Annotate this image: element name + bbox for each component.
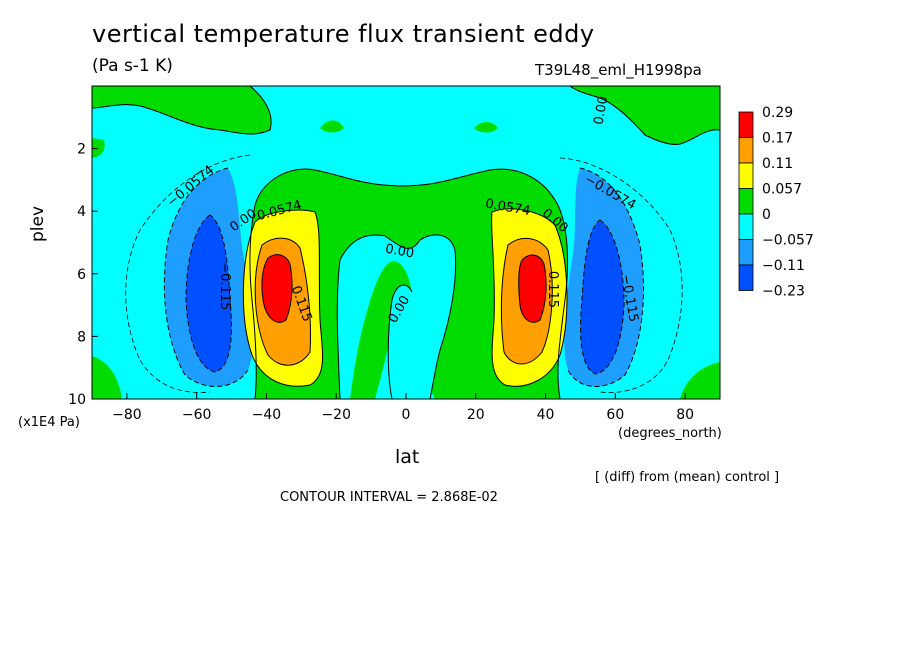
colorbar: 0.29 0.17 0.11 0.057 0 −0.057 −0.11 −0.23 [738, 105, 814, 300]
x-tick-label: 0 [402, 407, 411, 423]
colorbar-swatch [738, 213, 754, 240]
fill-deepblue-lobe-left [186, 215, 232, 372]
colorbar-swatch [738, 188, 754, 215]
colorbar-label: −0.057 [762, 233, 814, 249]
run-label: T39L48_eml_H1998pa [535, 61, 702, 79]
colorbar-swatch [738, 137, 754, 164]
fill-green-bottom-right [680, 362, 720, 399]
contour-right-2 [500, 237, 553, 365]
contour-zero-top-right [569, 86, 720, 145]
colorbar-swatch [738, 111, 754, 138]
y-tick-label: 8 [77, 329, 86, 345]
contour-neg-left-outer [125, 154, 251, 393]
colorbar-label: 0.29 [762, 105, 793, 121]
y-tick-label: 10 [68, 392, 86, 408]
colorbar-label: −0.11 [762, 258, 805, 274]
contour-neg-right-1 [567, 167, 644, 387]
x-tick-label: 20 [467, 407, 485, 423]
contour-fill [92, 86, 720, 399]
contour-label: 0.115 [545, 271, 560, 308]
colorbar-label: 0 [762, 207, 771, 223]
contour-left-1 [242, 209, 324, 387]
fill-green-bottom-left [92, 356, 122, 399]
colorbar-swatch [738, 264, 754, 291]
fill-red-lobe-right [518, 255, 547, 323]
contour-zero-left [249, 204, 257, 399]
x-tick-label: 80 [676, 407, 694, 423]
x-ticks: −80 −60 −40 −20 0 20 40 60 80 [112, 393, 694, 423]
y-tick-label: 2 [77, 142, 86, 158]
contour-neg-right-2 [580, 219, 625, 375]
x-tick-label: −20 [321, 407, 351, 423]
fill-red-lobe-left [261, 254, 293, 323]
x-tick-label: 60 [606, 407, 624, 423]
contour-right-1 [491, 208, 568, 387]
x-axis-label: lat [395, 446, 420, 468]
fill-green-islet-1 [320, 120, 344, 133]
colorbar-label: 0.17 [762, 131, 793, 147]
contour-zero-center-left [336, 259, 341, 399]
contour-zero-outer [254, 168, 568, 399]
contour-zero-center-tongue [387, 284, 413, 399]
units-label: (Pa s-1 K) [92, 56, 173, 76]
contour-left-2 [254, 237, 312, 366]
diff-label: [ (diff) from (mean) control ] [595, 470, 780, 485]
contour-lines-dashed [125, 154, 683, 393]
chart-title: vertical temperature flux transient eddy [92, 20, 595, 48]
contour-neg-left-2 [185, 214, 232, 373]
fill-green-top-right [570, 86, 720, 145]
x-tick-label: −60 [182, 407, 212, 423]
fill-green-left-edge [92, 138, 105, 158]
x-tick-label: −40 [252, 407, 282, 423]
colorbar-swatch [738, 162, 754, 189]
contour-lines-solid [92, 86, 720, 399]
contour-label: −0.115 [217, 262, 232, 310]
contour-neg-left-1 [163, 167, 249, 387]
colorbar-swatch [738, 239, 754, 266]
x-unit-label: (degrees_north) [618, 426, 722, 441]
y-unit-label: (x1E4 Pa) [18, 415, 80, 430]
colorbar-label: 0.11 [762, 156, 793, 172]
x-tick-label: 40 [537, 407, 555, 423]
y-tick-label: 4 [77, 204, 86, 220]
x-tick-label: −80 [112, 407, 142, 423]
colorbar-label: 0.057 [762, 182, 802, 198]
contour-label: 0.00 [592, 95, 612, 126]
contour-left-3 [261, 254, 293, 323]
fill-cyan-center-hole [337, 234, 456, 399]
y-ticks: 2 4 6 8 10 [68, 142, 98, 408]
contour-zero-center [339, 234, 457, 399]
fill-green-top-left [92, 86, 272, 135]
fill-green-islet-2 [474, 122, 498, 133]
contour-right-3 [518, 254, 547, 323]
colorbar-label: −0.23 [762, 284, 805, 300]
contour-label: 0.00 [384, 242, 415, 262]
contour-zero-top-left [92, 86, 272, 135]
contour-interval-label: CONTOUR INTERVAL = 2.868E-02 [280, 490, 498, 505]
y-tick-label: 6 [77, 267, 86, 283]
fill-green-center [249, 169, 568, 399]
fill-deepblue-lobe-right [580, 220, 624, 374]
